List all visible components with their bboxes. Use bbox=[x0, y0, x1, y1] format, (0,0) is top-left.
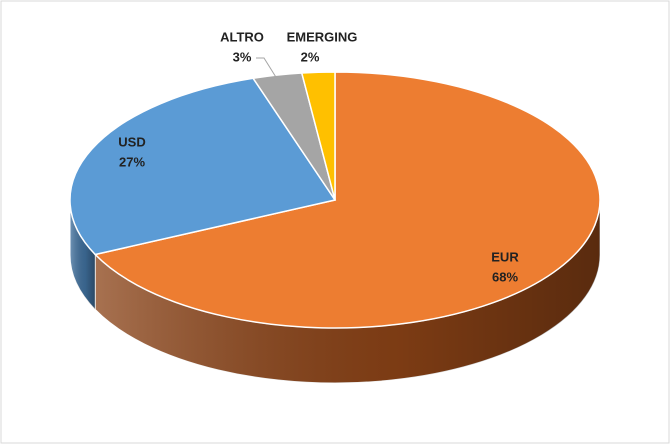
value-label: 3% bbox=[233, 49, 252, 64]
value-label: 2% bbox=[301, 49, 320, 64]
category-label: EMERGING bbox=[287, 29, 358, 44]
value-label: 27% bbox=[119, 154, 145, 169]
value-label: 68% bbox=[492, 269, 518, 284]
pie-tops bbox=[69, 71, 601, 329]
pie-side-shade bbox=[95, 200, 601, 384]
category-label: ALTRO bbox=[220, 29, 264, 44]
pie-slice bbox=[69, 77, 337, 256]
pie-slice bbox=[300, 71, 336, 201]
category-label: EUR bbox=[491, 249, 519, 264]
pie-side-shade bbox=[70, 200, 96, 310]
leader-line bbox=[256, 57, 278, 80]
pie-slice bbox=[93, 71, 601, 329]
pie-labels: EUR 68% USD 27% ALTRO 3% EMERGING 2% bbox=[118, 29, 519, 284]
category-label: USD bbox=[118, 134, 145, 149]
